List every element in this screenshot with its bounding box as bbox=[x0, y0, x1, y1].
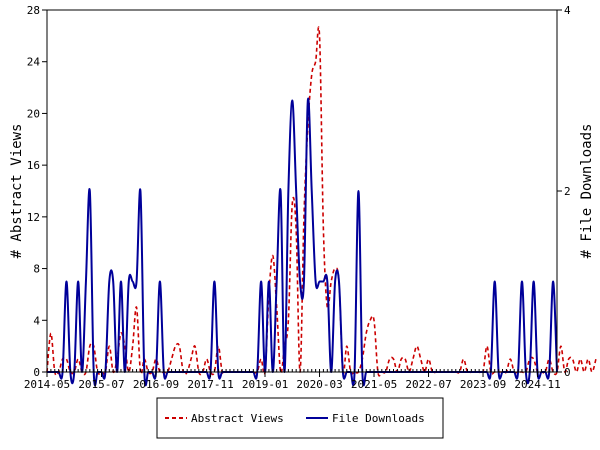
y-tick-label: 4 bbox=[33, 314, 40, 327]
y-axis-title: # Abstract Views bbox=[9, 124, 25, 259]
labels-layer: 2014-05 2015-07 2016-09 2017-11 2019-01 2020-… bbox=[24, 4, 571, 391]
y-tick-label: 12 bbox=[27, 211, 40, 224]
x-tick-label: 2022-07 bbox=[405, 378, 451, 391]
legend-label-file-downloads: File Downloads bbox=[332, 412, 425, 425]
x-tick-label: 2024-11 bbox=[514, 378, 560, 391]
y-tick-label: 28 bbox=[27, 4, 40, 17]
legend-box bbox=[156, 397, 444, 439]
y2-tick-label: 2 bbox=[564, 185, 571, 198]
y-tick-label: 8 bbox=[33, 263, 40, 276]
x-tick-label: 2016-09 bbox=[133, 378, 179, 391]
x-tick-label: 2021-05 bbox=[351, 378, 397, 391]
y2-tick-label: 0 bbox=[564, 366, 571, 379]
y2-tick-label: 4 bbox=[564, 4, 571, 17]
y-tick-label: 0 bbox=[33, 366, 40, 379]
x-tick-label: 2017-11 bbox=[187, 378, 233, 391]
x-tick-label: 2020-03 bbox=[296, 378, 342, 391]
y-tick-label: 16 bbox=[27, 159, 40, 172]
legend-label-abstract-views: Abstract Views bbox=[191, 412, 284, 425]
legend: Abstract Views File Downloads bbox=[156, 397, 444, 439]
x-tick-label: 2014-05 bbox=[24, 378, 70, 391]
x-tick-label: 2015-07 bbox=[78, 378, 124, 391]
x-tick-label: 2023-09 bbox=[460, 378, 506, 391]
x-tick-label: 2019-01 bbox=[242, 378, 288, 391]
y-tick-label: 24 bbox=[27, 56, 41, 69]
y-tick-label: 20 bbox=[27, 107, 40, 120]
axes-layer bbox=[42, 9, 562, 377]
y2-axis-title: # File Downloads bbox=[579, 124, 595, 259]
